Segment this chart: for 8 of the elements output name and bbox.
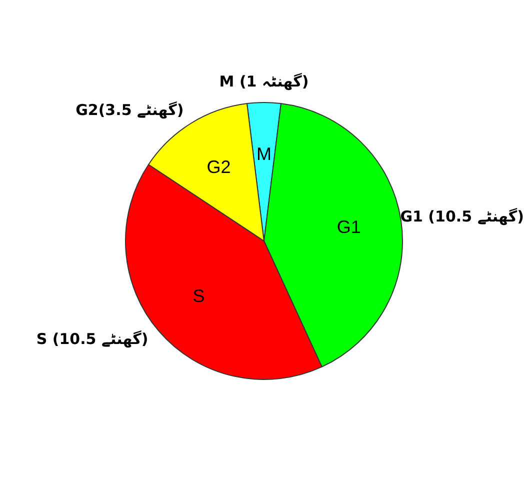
slice-label: G1 — [336, 216, 361, 237]
data-label: G2(3.5 گھنٹے) — [76, 101, 184, 120]
slice-label: M — [256, 144, 272, 164]
data-label: M (1 گھنٹہ) — [219, 72, 309, 90]
slice-label: S — [192, 286, 205, 306]
slice-label: G2 — [206, 156, 231, 177]
data-label: G1 (10.5 گھنٹے) — [400, 208, 524, 226]
data-label: S (10.5 گھنٹے) — [36, 330, 148, 348]
